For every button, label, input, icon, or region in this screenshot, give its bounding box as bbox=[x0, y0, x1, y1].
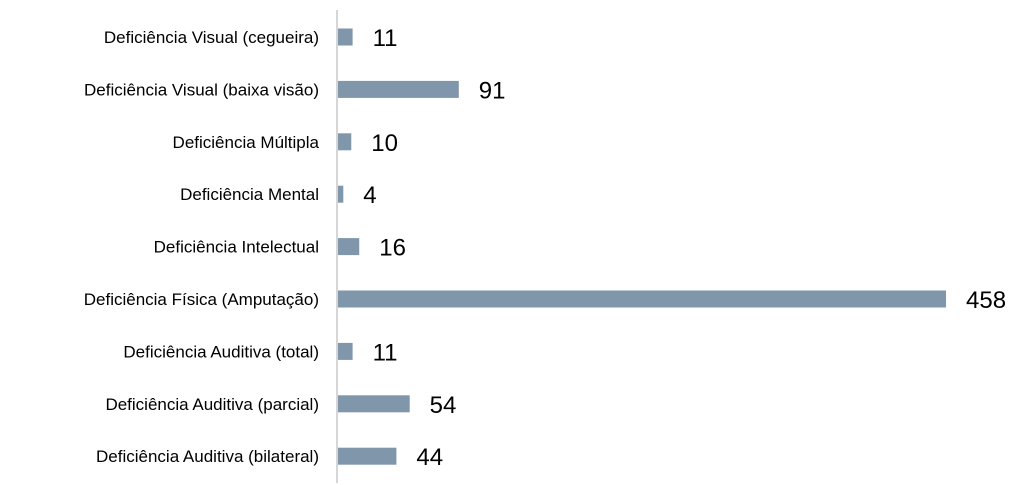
category-label: Deficiência Visual (cegueira) bbox=[104, 28, 319, 47]
bar bbox=[338, 80, 459, 98]
bars-group bbox=[338, 28, 946, 465]
category-label: Deficiência Mental bbox=[180, 185, 319, 204]
data-label: 54 bbox=[430, 392, 457, 419]
bar bbox=[338, 238, 360, 256]
category-label: Deficiência Intelectual bbox=[154, 238, 319, 257]
data-label: 44 bbox=[416, 444, 443, 471]
data-label: 11 bbox=[373, 339, 398, 366]
bar bbox=[338, 133, 352, 151]
category-label: Deficiência Auditiva (parcial) bbox=[105, 395, 319, 414]
data-labels-group: 11 91 10 416 458 11 54 44 bbox=[363, 25, 1006, 471]
category-label: Deficiência Múltipla bbox=[173, 133, 320, 152]
data-label: 91 bbox=[479, 77, 506, 104]
data-label: 11 bbox=[373, 25, 398, 52]
bar bbox=[338, 342, 353, 360]
category-label: Deficiência Visual (baixa visão) bbox=[84, 80, 319, 99]
bar bbox=[338, 28, 353, 46]
bar bbox=[338, 447, 397, 465]
bar bbox=[338, 290, 946, 308]
data-label: 4 bbox=[363, 182, 376, 209]
category-labels-group: Deficiência Visual (cegueira) Deficiência… bbox=[84, 28, 320, 466]
category-label: Deficiência Física (Amputação) bbox=[84, 290, 319, 309]
data-label: 16 bbox=[379, 235, 406, 262]
category-label: Deficiência Auditiva (bilateral) bbox=[96, 447, 319, 466]
category-label: Deficiência Auditiva (total) bbox=[123, 342, 319, 361]
bar bbox=[338, 395, 410, 413]
bar bbox=[338, 185, 344, 203]
data-label: 10 bbox=[371, 130, 398, 157]
data-label: 458 bbox=[966, 287, 1006, 314]
